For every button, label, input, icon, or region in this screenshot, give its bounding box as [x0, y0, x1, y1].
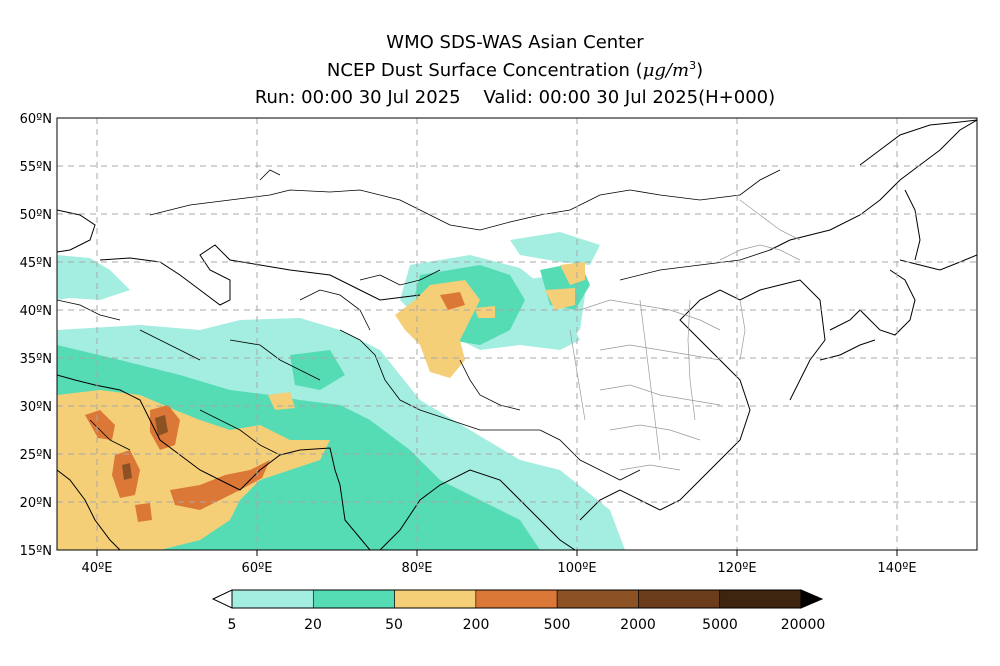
colorbar-swatch	[312, 589, 395, 609]
map-subtitle: NCEP Dust Surface Concentration (μg/m3)	[0, 59, 1000, 81]
colorbar-level-label: 20	[304, 617, 322, 633]
lat-label: 45ºN	[20, 256, 52, 271]
lat-label: 20ºN	[20, 496, 52, 511]
colorbar-swatch	[719, 589, 802, 609]
map-title: WMO SDS-WAS Asian Center	[386, 32, 644, 53]
colorbar-low-arrow	[211, 589, 233, 609]
province-borders	[569, 199, 801, 471]
colorbar-level-label: 20000	[781, 617, 826, 633]
colorbar-level-label: 5	[228, 617, 237, 633]
colorbar-frame	[231, 589, 802, 609]
dust-level-200-500	[85, 292, 465, 522]
subtitle-unit: μg/m	[642, 60, 690, 81]
lon-label: 120ºE	[717, 561, 756, 576]
lat-label: 55ºN	[20, 160, 52, 175]
colorbar-level-label: 200	[463, 617, 490, 633]
colorbar-level-label: 2000	[620, 617, 656, 633]
colorbar-swatch	[231, 589, 314, 609]
lat-label: 50ºN	[20, 208, 52, 223]
colorbar-swatch	[475, 589, 558, 609]
lon-label: 40ºE	[82, 561, 113, 576]
lon-label: 80ºE	[402, 561, 433, 576]
lat-label: 40ºN	[20, 304, 52, 319]
colorbar-swatch	[394, 589, 477, 609]
tick-marks	[96, 550, 898, 556]
colorbar-swatch	[556, 589, 639, 609]
lon-label: 60ºE	[242, 561, 273, 576]
lat-label: 60ºN	[20, 112, 52, 127]
valid-time: Valid: 00:00 30 Jul 2025(H+000)	[483, 87, 776, 108]
colorbar-high-arrow	[800, 589, 824, 609]
lat-label: 25ºN	[20, 448, 52, 463]
colorbar-swatch	[638, 589, 721, 609]
lat-label: 35ºN	[20, 352, 52, 367]
colorbar-labels: 5 20 50 200 500 2000 5000 20000	[228, 617, 826, 633]
colorbar-level-label: 50	[385, 617, 403, 633]
country-borders	[57, 169, 781, 481]
colorbar-level-label: 500	[544, 617, 571, 633]
run-time: Run: 00:00 30 Jul 2025	[254, 87, 461, 108]
run-valid-line: Run: 00:00 30 Jul 2025 Valid: 00:00 30 J…	[0, 87, 1000, 108]
dust-level-500-2000	[122, 415, 168, 480]
subtitle-close: )	[696, 60, 704, 81]
colorbar-level-label: 5000	[702, 617, 738, 633]
subtitle-text: NCEP Dust Surface Concentration (	[326, 60, 643, 81]
lat-label: 30ºN	[20, 400, 52, 415]
lat-labels: 60ºN 55ºN 50ºN 45ºN 40ºN 35ºN 30ºN 25ºN …	[20, 112, 52, 559]
colorbar-swatches	[231, 589, 802, 609]
dust-fields	[57, 232, 625, 550]
colorbar: 5 20 50 200 500 2000 5000 20000	[211, 589, 826, 633]
lon-labels: 40ºE 60ºE 80ºE 100ºE 120ºE 140ºE	[82, 561, 917, 576]
lat-label: 15ºN	[20, 544, 52, 559]
lon-label: 140ºE	[877, 561, 916, 576]
lon-label: 100ºE	[557, 561, 596, 576]
subtitle-unit-exp: 3	[689, 59, 697, 72]
plot-frame	[56, 117, 978, 551]
grid-lines	[57, 118, 977, 550]
